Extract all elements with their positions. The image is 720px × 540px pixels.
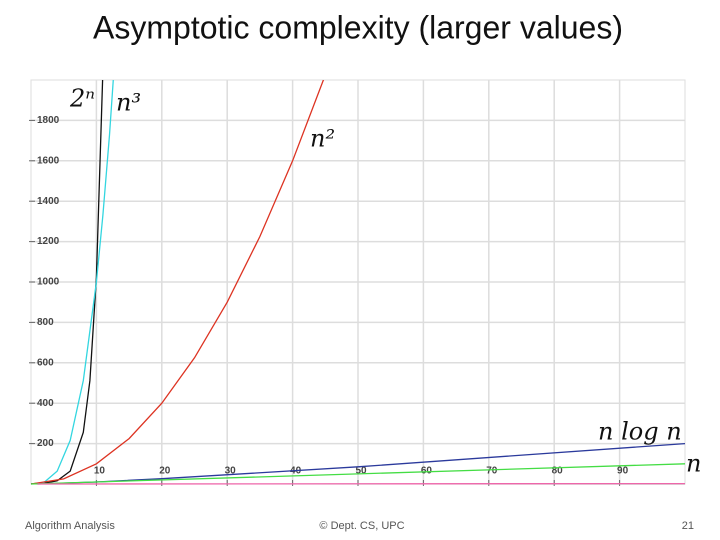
x-tick-label: 20: [159, 466, 171, 477]
series-line: [31, 80, 114, 485]
y-tick-label: 1000: [37, 277, 60, 288]
x-tick-label: 90: [617, 466, 629, 477]
y-tick-label: 1200: [37, 236, 60, 247]
x-tick-label: 50: [355, 466, 367, 477]
y-tick-label: 1600: [37, 155, 60, 166]
series-line: [37, 442, 685, 485]
series-label: n: [686, 450, 701, 478]
series-label: n³: [116, 89, 141, 117]
series-label: n²: [310, 125, 335, 153]
y-tick-label: 1400: [37, 196, 60, 207]
y-tick-label: 800: [37, 317, 54, 328]
y-tick-label: 200: [37, 438, 54, 449]
series-line: [31, 463, 685, 485]
series-label: n log n: [598, 418, 682, 446]
series-line: [31, 80, 325, 485]
x-tick-label: 10: [94, 466, 106, 477]
y-tick-label: 1800: [37, 115, 60, 126]
footer-center: © Dept. CS, UPC: [319, 520, 404, 532]
footer-left: Algorithm Analysis: [25, 520, 115, 532]
x-tick-label: 70: [486, 466, 498, 477]
page-number: 21: [682, 520, 694, 532]
x-tick-label: 80: [552, 466, 564, 477]
y-tick-label: 600: [37, 357, 54, 368]
x-tick-label: 30: [225, 466, 237, 477]
y-tick-label: 400: [37, 398, 54, 409]
chart-title: Asymptotic complexity (larger values): [93, 9, 623, 45]
series-label: 2ⁿ: [69, 85, 95, 113]
